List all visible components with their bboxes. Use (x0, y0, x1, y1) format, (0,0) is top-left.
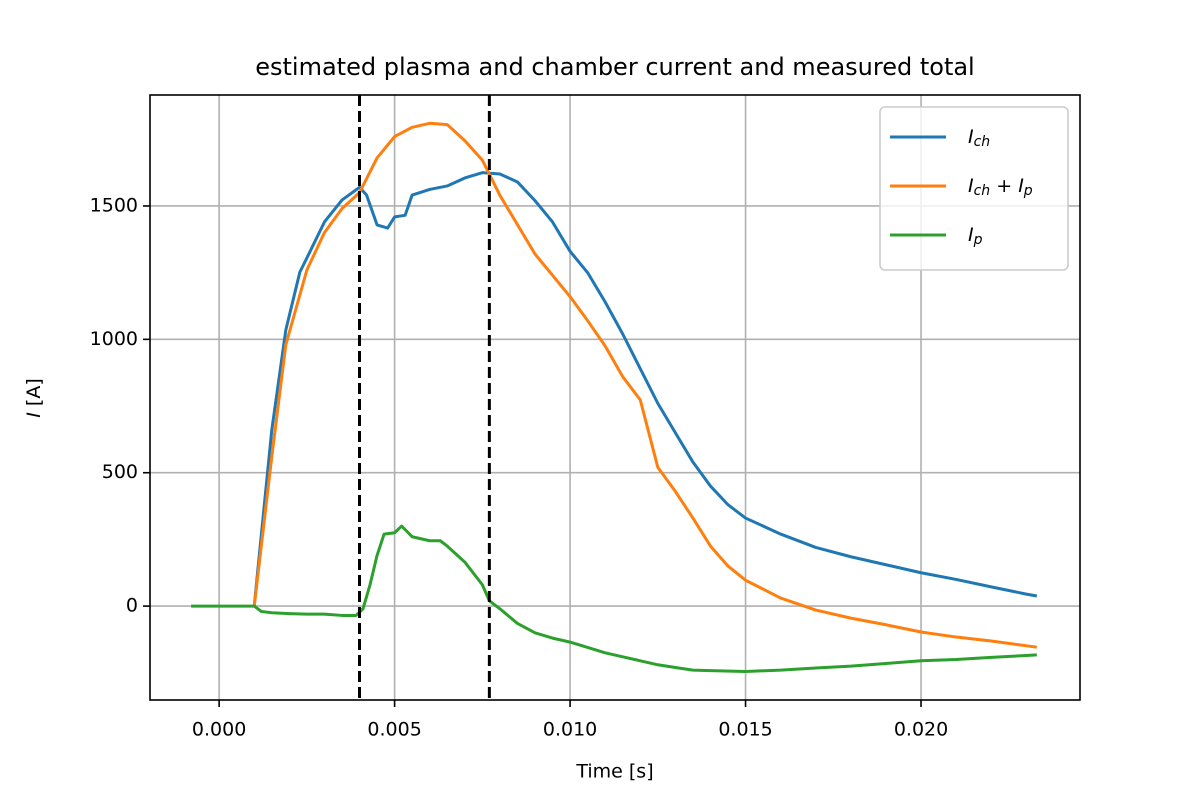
y-tick-label: 1500 (90, 194, 138, 216)
y-axis-label: I [A] (23, 378, 45, 417)
legend-box (879, 106, 1069, 271)
y-tick-label: 500 (102, 461, 138, 483)
x-tick-label: 0.015 (718, 719, 772, 741)
x-tick-label: 0.005 (367, 719, 421, 741)
y-tick-label: 1000 (90, 328, 138, 350)
y-tick-label: 0 (126, 595, 138, 617)
line-series (252, 171, 1038, 607)
legend-label: Ich​ (968, 126, 990, 151)
x-tick-label: 0.000 (192, 719, 246, 741)
legend-label: Ip​ (968, 224, 983, 249)
plot-frame (149, 94, 1081, 701)
legend-label: Ich​ + Ip​ (968, 175, 1033, 200)
x-tick-label: 0.020 (894, 719, 948, 741)
chart-title: estimated plasma and chamber current and… (255, 53, 974, 81)
x-tick-label: 0.010 (543, 719, 597, 741)
x-axis-label: Time [s] (575, 761, 653, 783)
line-series (191, 524, 1037, 673)
